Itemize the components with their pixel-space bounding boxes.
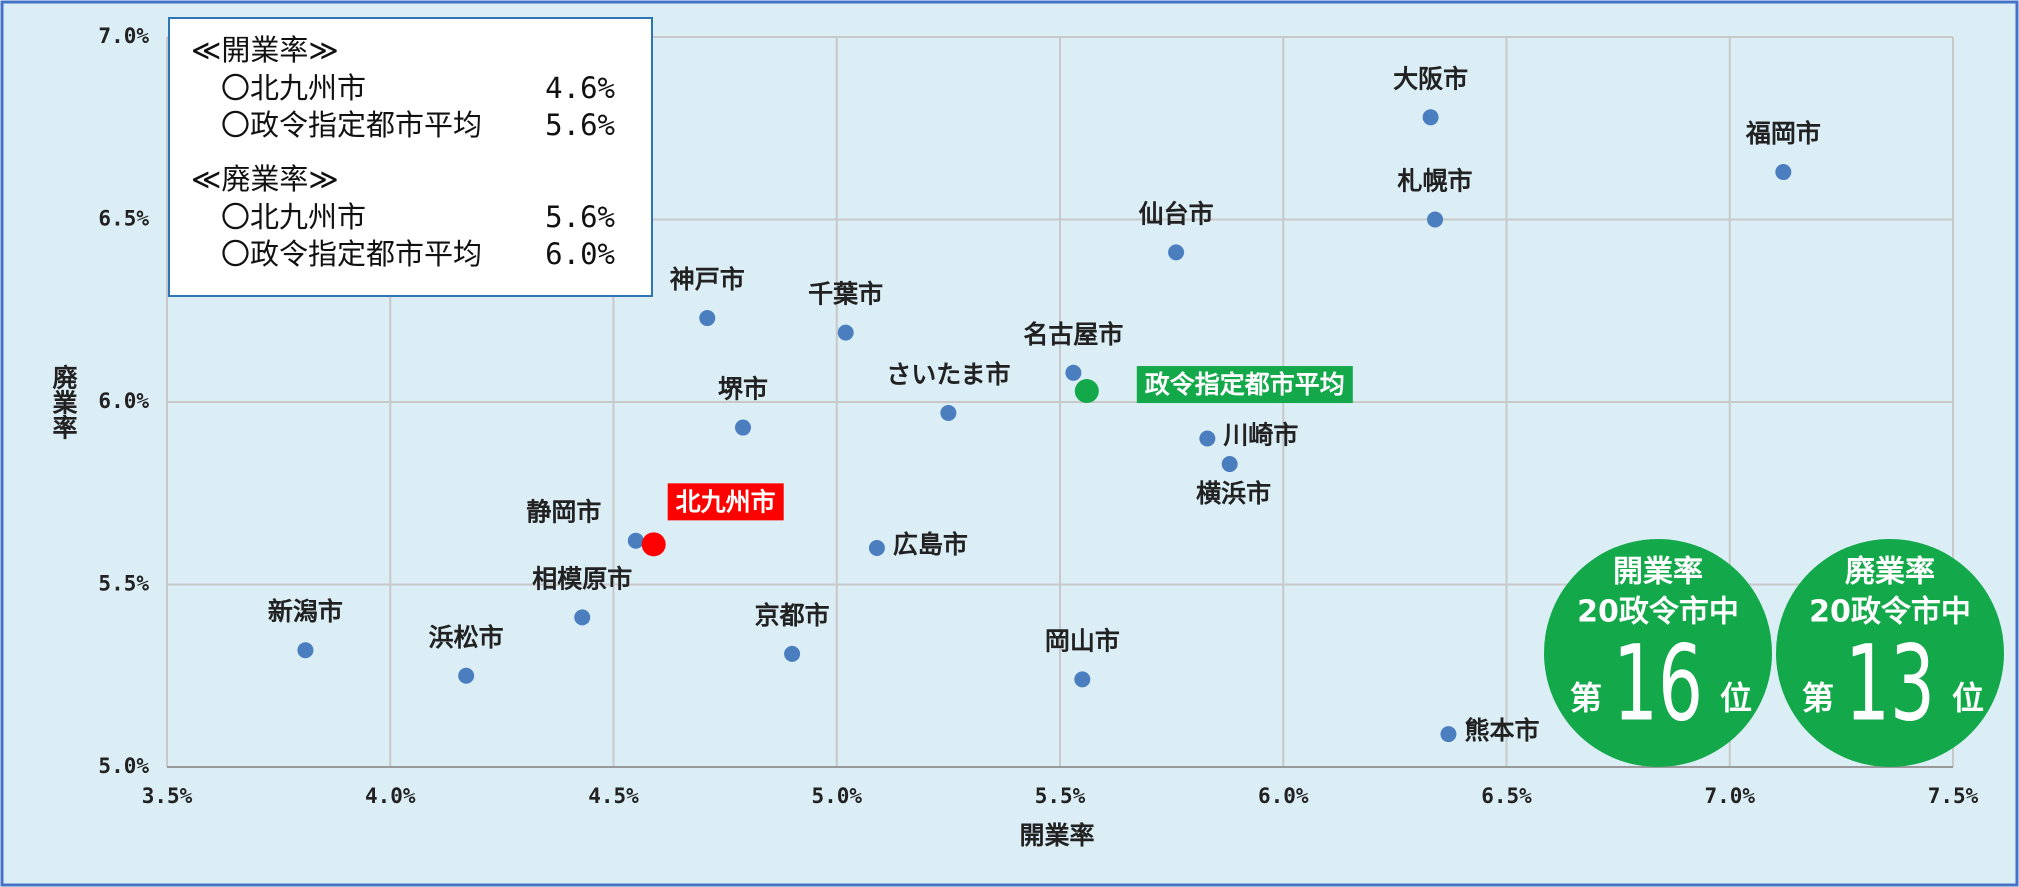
point	[837, 324, 854, 341]
badge-suffix: 位	[1952, 679, 1984, 717]
info-heading: ≪廃業率≫	[191, 162, 339, 196]
y-axis-title: 廃業率	[49, 364, 78, 440]
point-label: 福岡市	[1745, 119, 1821, 148]
x-tick-label: 6.5%	[1481, 784, 1532, 808]
info-box	[168, 17, 653, 297]
info-heading: ≪開業率≫	[191, 33, 339, 67]
point-label: 仙台市	[1139, 199, 1214, 228]
badge-line1: 廃業率	[1845, 555, 1935, 590]
badge-line1: 開業率	[1613, 555, 1703, 590]
badge-prefix: 第	[1570, 679, 1602, 717]
point-label: 横浜市	[1196, 479, 1271, 508]
point-label: さいたま市	[886, 360, 1010, 389]
info-value: 4.6%	[545, 71, 615, 105]
info-name: 〇政令指定都市平均	[221, 108, 482, 142]
badge-suffix: 位	[1720, 679, 1752, 717]
point-label: 千葉市	[808, 280, 883, 309]
point	[297, 642, 314, 659]
highlight-label: 北九州市	[676, 487, 776, 516]
info-value: 6.0%	[545, 237, 615, 271]
y-tick-label: 5.5%	[98, 572, 149, 596]
x-tick-label: 3.5%	[142, 784, 193, 808]
point	[940, 404, 957, 421]
x-tick-label: 7.5%	[1928, 784, 1979, 808]
point-label: 大阪市	[1393, 64, 1468, 93]
highlight-point	[1074, 379, 1099, 404]
badge-rank: 13	[1845, 622, 1935, 744]
point	[1440, 726, 1457, 743]
y-tick-label: 5.0%	[98, 754, 149, 778]
point	[699, 310, 716, 327]
info-value: 5.6%	[545, 108, 615, 142]
point	[1199, 430, 1216, 447]
badge	[1544, 539, 1772, 767]
point-label: 岡山市	[1045, 626, 1120, 655]
badge-line2: 20政令市中	[1809, 595, 1971, 630]
x-tick-label: 4.0%	[365, 784, 416, 808]
point	[734, 419, 751, 436]
info-name: 〇政令指定都市平均	[221, 237, 482, 271]
x-axis-title: 開業率	[1019, 821, 1094, 850]
point	[574, 609, 591, 626]
badge-prefix: 第	[1802, 679, 1834, 717]
highlight-label: 政令指定都市平均	[1145, 370, 1345, 399]
point-label: 川崎市	[1223, 421, 1298, 450]
x-tick-label: 6.0%	[1258, 784, 1309, 808]
point-label: 相模原市	[532, 564, 632, 593]
point	[458, 667, 475, 684]
point-label: 静岡市	[526, 498, 601, 527]
x-tick-label: 7.0%	[1704, 784, 1755, 808]
badge-line2: 20政令市中	[1577, 595, 1739, 630]
x-tick-label: 5.5%	[1035, 784, 1086, 808]
point	[1422, 109, 1439, 126]
point-label: 新潟市	[268, 597, 343, 626]
point-label: 広島市	[893, 530, 968, 559]
highlight-label-bg	[1136, 366, 1353, 404]
point	[1775, 164, 1792, 181]
y-tick-label: 7.0%	[98, 24, 149, 48]
point-label: 札幌市	[1397, 167, 1473, 196]
x-tick-label: 4.5%	[588, 784, 639, 808]
point	[1221, 456, 1238, 473]
point-label: 名古屋市	[1023, 320, 1123, 349]
x-tick-label: 5.0%	[811, 784, 862, 808]
point	[784, 645, 801, 662]
point-label: 神戸市	[670, 265, 745, 294]
point	[868, 540, 885, 556]
point	[627, 532, 644, 549]
info-value: 5.6%	[545, 200, 615, 234]
point-label: 京都市	[755, 601, 830, 630]
point-label: 浜松市	[429, 623, 504, 652]
point	[1074, 671, 1091, 688]
point	[1427, 211, 1444, 228]
badge-rank: 16	[1613, 622, 1703, 744]
point-label: 堺市	[718, 375, 768, 404]
y-tick-label: 6.0%	[98, 389, 149, 413]
point-label: 熊本市	[1464, 716, 1539, 745]
info-name: 〇北九州市	[221, 71, 366, 105]
highlight-label-bg	[667, 483, 784, 521]
y-tick-label: 6.5%	[98, 207, 149, 231]
info-name: 〇北九州市	[221, 200, 366, 234]
point	[1168, 244, 1185, 261]
highlight-point	[641, 532, 666, 557]
point	[1065, 364, 1082, 381]
badge	[1776, 539, 2004, 767]
